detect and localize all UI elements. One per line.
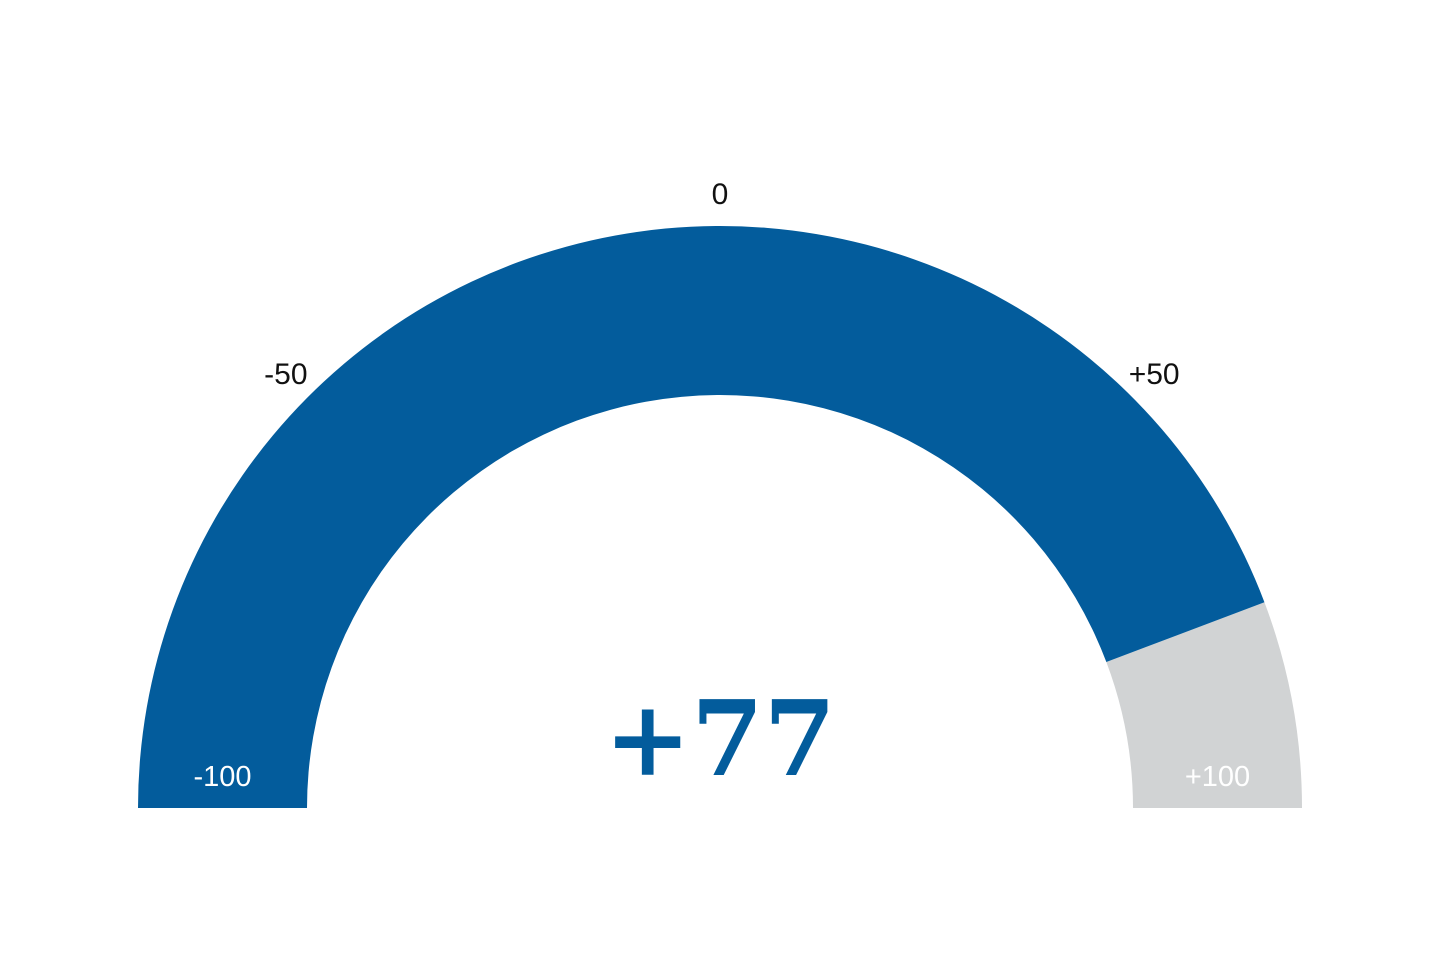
- tick-label-min: -100: [193, 761, 251, 793]
- gauge-remainder-arc: [1106, 602, 1302, 808]
- tick-label-plus-50: +50: [1129, 358, 1180, 391]
- tick-label-minus-50: -50: [264, 358, 307, 391]
- tick-label-zero: 0: [712, 178, 729, 211]
- gauge-value-label: +77: [604, 677, 836, 800]
- gauge-value-arc: [138, 225, 1265, 808]
- tick-label-max: +100: [1185, 761, 1250, 793]
